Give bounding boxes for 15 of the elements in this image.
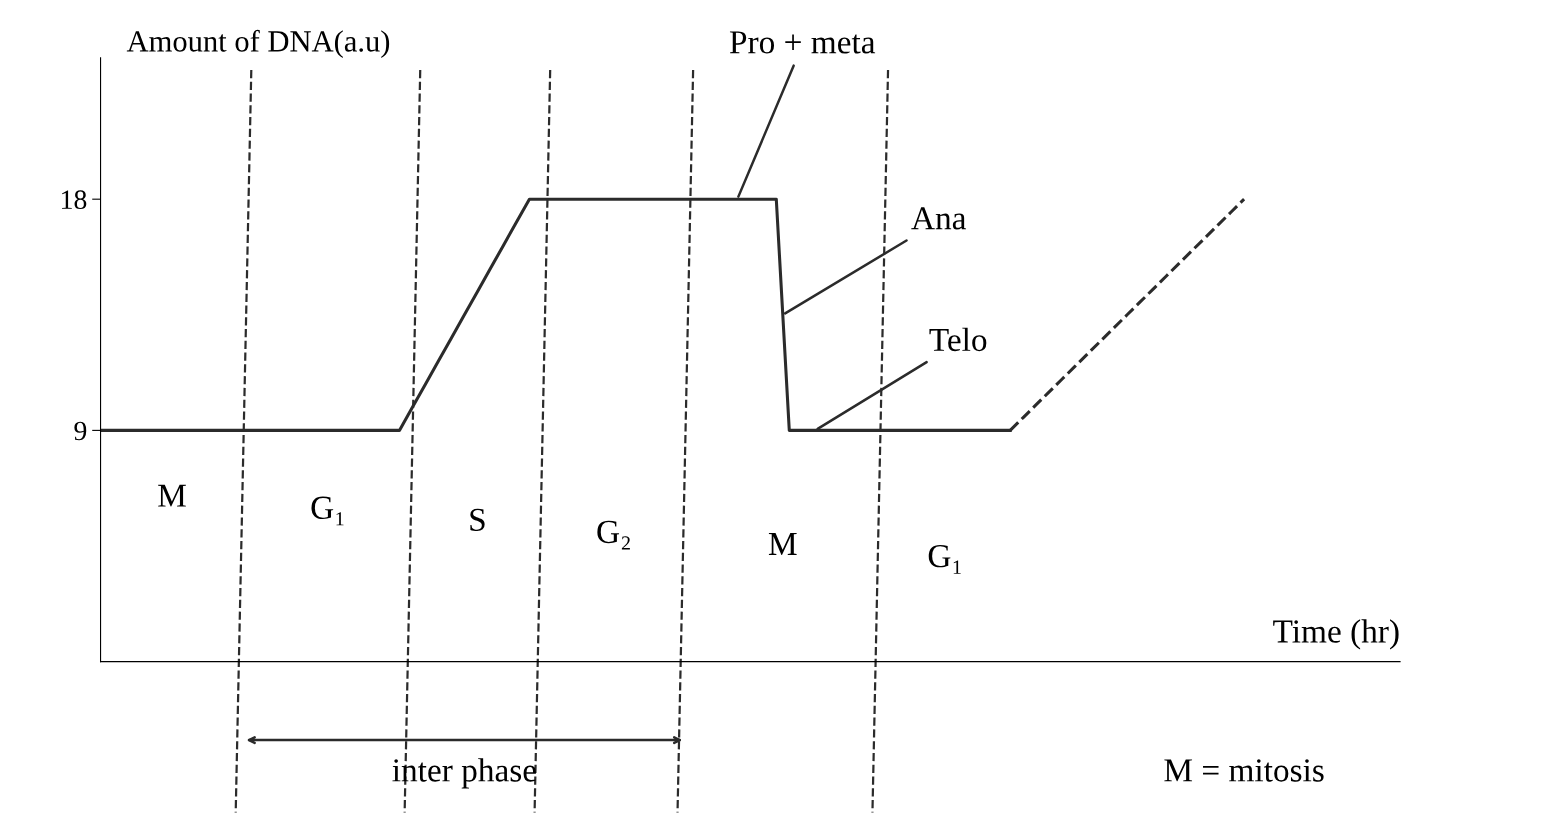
annotation: G₁ [311, 496, 344, 526]
annotation: G₂ [597, 520, 630, 550]
text: inter phase [392, 758, 536, 789]
annotation: S [470, 508, 485, 532]
annotation: G₁ [928, 544, 961, 574]
y-tick-label: 18 [62, 190, 87, 210]
annotation: M [158, 484, 186, 507]
x-axis-title: Time (hr) [1273, 619, 1399, 650]
annotation: M [768, 533, 797, 555]
text: M = mitosis [1164, 759, 1324, 782]
y-tick-label: 9 [74, 421, 87, 441]
y-axis-title: Amount of DNA(a.u) [126, 29, 390, 58]
text: Pro + meta [729, 31, 876, 54]
annotation: Ana [911, 207, 967, 230]
annotation: Telo [929, 327, 987, 352]
